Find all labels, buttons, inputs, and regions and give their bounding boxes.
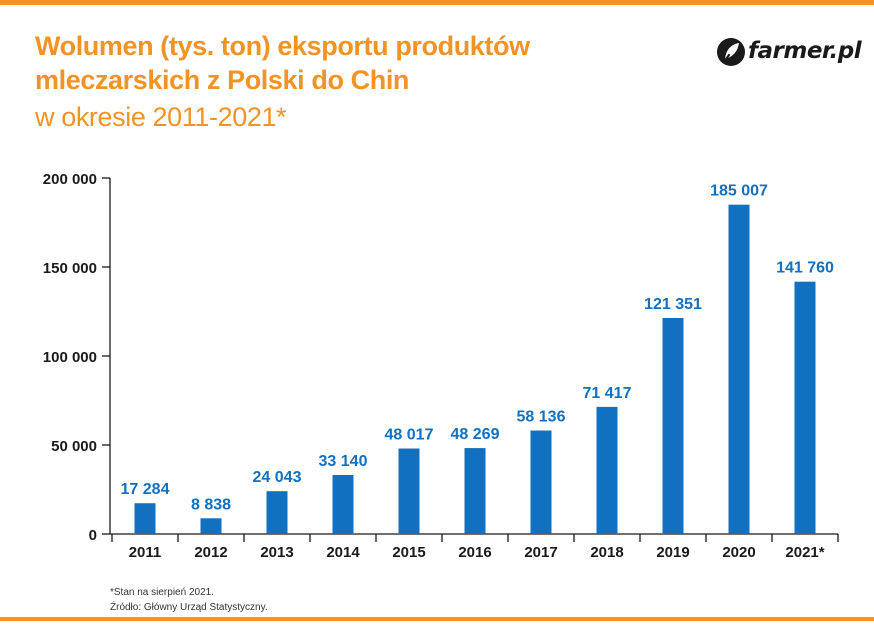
bar <box>662 317 684 534</box>
title-line-2: mleczarskich z Polski do Chin <box>35 65 410 95</box>
x-tick-label: 2013 <box>260 544 293 561</box>
x-tick-label: 2017 <box>524 544 557 561</box>
leaf-logo-icon <box>717 38 745 66</box>
x-tick-label: 2015 <box>392 544 425 561</box>
data-label: 33 140 <box>319 453 368 470</box>
y-tick-label: 0 <box>89 527 97 544</box>
data-label: 17 284 <box>121 481 170 498</box>
y-tick-label: 100 000 <box>43 349 97 366</box>
bar <box>398 448 420 534</box>
title-line-1: Wolumen (tys. ton) eksportu produktów <box>35 31 530 61</box>
data-label: 58 136 <box>517 409 566 426</box>
bar <box>266 491 288 534</box>
logo-text: farmer.pl <box>748 38 862 64</box>
data-label: 141 760 <box>776 260 834 277</box>
data-label: 8 838 <box>191 496 231 513</box>
x-tick-label: 2018 <box>590 544 623 561</box>
chart-title: Wolumen (tys. ton) eksportu produktów ml… <box>35 29 530 97</box>
x-tick-label: 2019 <box>656 544 689 561</box>
bar <box>794 281 816 534</box>
data-label: 24 043 <box>253 469 302 486</box>
bar <box>332 475 354 534</box>
farmer-logo: farmer.pl <box>716 34 862 74</box>
source-note: Źródło: Główny Urząd Statystyczny. <box>110 602 268 613</box>
bar <box>134 503 156 534</box>
y-tick-label: 150 000 <box>43 260 97 277</box>
chart-subtitle: w okresie 2011-2021* <box>35 102 287 132</box>
top-accent-bar <box>0 0 874 5</box>
y-tick-label: 50 000 <box>51 438 97 455</box>
chart-notes: *Stan na sierpień 2021. Źródło: Główny U… <box>110 585 268 615</box>
y-tick-label: 200 000 <box>43 171 97 188</box>
bar <box>200 518 222 534</box>
bottom-accent-bar <box>0 617 874 621</box>
data-label: 121 351 <box>644 296 702 313</box>
data-label: 48 269 <box>451 426 500 443</box>
data-label: 185 007 <box>710 183 768 200</box>
x-tick-label: 2011 <box>129 544 162 561</box>
bar <box>596 406 618 534</box>
bar <box>530 430 552 534</box>
footnote: *Stan na sierpień 2021. <box>110 587 214 598</box>
bar <box>728 204 750 534</box>
x-tick-label: 2021* <box>785 544 824 561</box>
x-tick-label: 2012 <box>194 544 227 561</box>
data-label: 48 017 <box>385 427 434 444</box>
x-tick-label: 2014 <box>326 544 360 561</box>
data-label: 71 417 <box>583 385 632 402</box>
x-tick-label: 2020 <box>722 544 755 561</box>
bar-chart: 0 50 000 100 000 150 000 200 000 17 284 2011 8 … <box>43 171 839 561</box>
x-tick-label: 2016 <box>458 544 491 561</box>
bar <box>464 448 486 534</box>
